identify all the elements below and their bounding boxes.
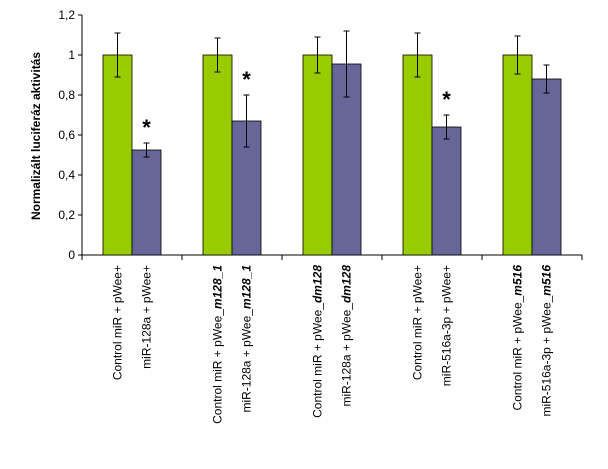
x-category-label: miR-516a-3p + pWee+: [440, 265, 454, 386]
y-tick-label: 1,2: [58, 8, 75, 22]
x-category-label: Control miR + pWee_m516: [511, 265, 525, 411]
x-category-label: miR-128a + pWee_m128_1: [240, 265, 254, 413]
treatment-bar: [531, 78, 562, 256]
x-category-label: Control miR + pWee+: [111, 265, 125, 380]
y-tick-label: 0,8: [58, 88, 75, 102]
y-axis-label: Normalizált luciferáz aktivitás: [29, 52, 43, 220]
y-tick-label: 1: [68, 48, 75, 62]
x-category-label: miR-128a + pWee_dm128: [340, 265, 354, 407]
x-category-label: Control miR + pWee+: [411, 265, 425, 380]
x-category-label: Control miR + pWee_m128_1: [211, 265, 225, 424]
y-tick-label: 0,2: [58, 208, 75, 222]
control-bar: [502, 54, 533, 256]
y-tick-label: 0: [68, 248, 75, 262]
y-tick-label: 0,4: [58, 168, 75, 182]
significance-star: *: [242, 67, 251, 92]
x-category-label: miR-516a-3p + pWee_m516: [540, 265, 554, 417]
significance-star: *: [142, 115, 151, 140]
control-bar: [102, 54, 133, 256]
control-bar: [202, 54, 233, 256]
control-bar: [402, 54, 433, 256]
x-category-label: miR-128a + pWee+: [140, 265, 154, 369]
significance-star: *: [442, 87, 451, 112]
y-tick-label: 0,6: [58, 128, 75, 142]
x-category-label: Control miR + pWee_dm128: [311, 265, 325, 418]
control-bar: [302, 54, 333, 256]
treatment-bar: [131, 149, 162, 256]
treatment-bar: [431, 126, 462, 256]
